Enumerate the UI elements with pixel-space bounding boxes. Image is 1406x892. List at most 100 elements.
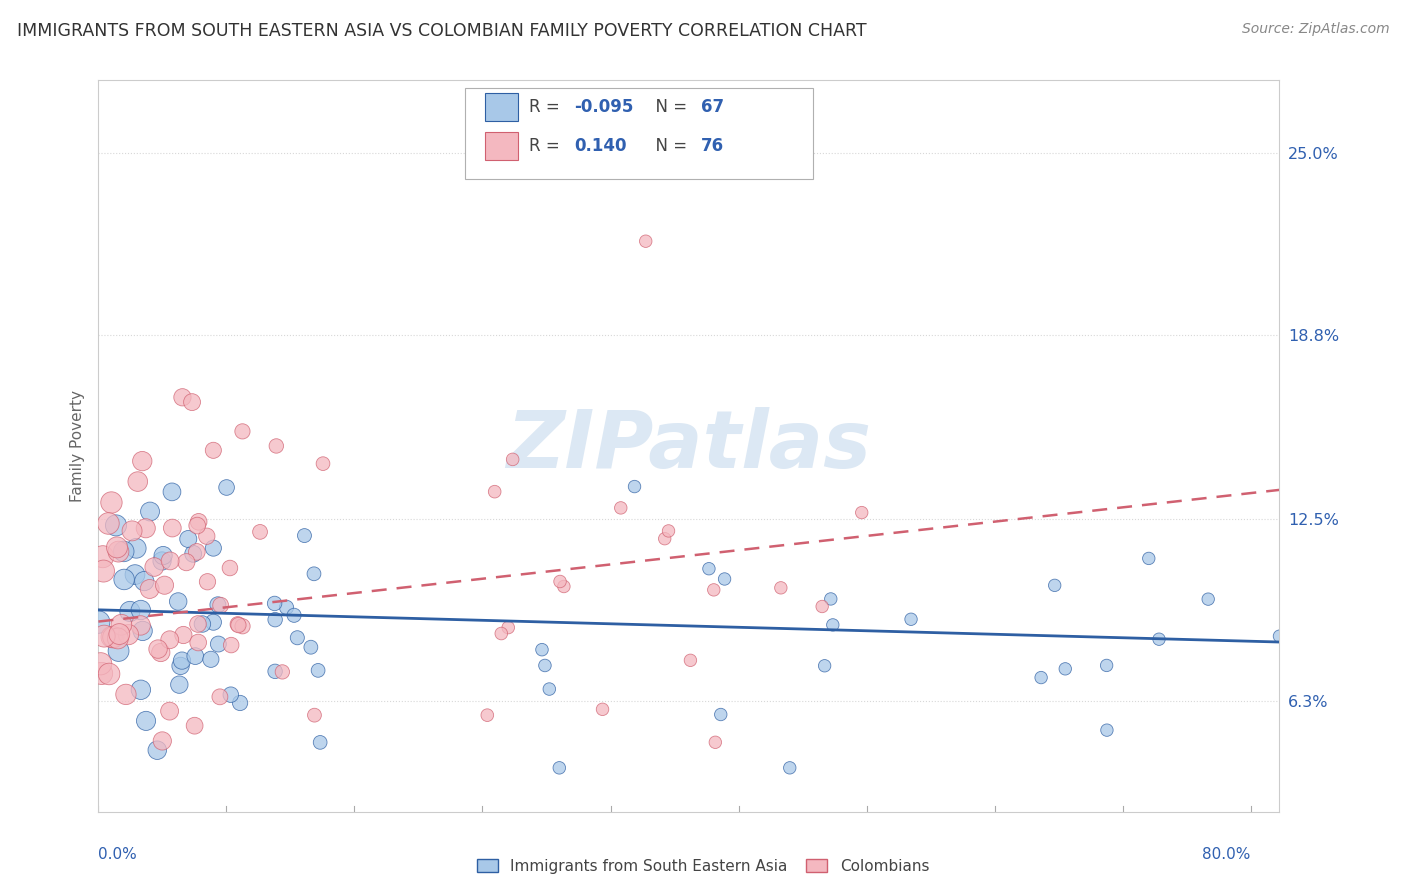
Text: IMMIGRANTS FROM SOUTH EASTERN ASIA VS COLOMBIAN FAMILY POVERTY CORRELATION CHART: IMMIGRANTS FROM SOUTH EASTERN ASIA VS CO… [17, 22, 866, 40]
Point [105, 518, 128, 533]
Point [146, 642, 169, 657]
Point [93, 564, 115, 578]
Point [229, 696, 252, 710]
Point [150, 554, 173, 568]
Point [108, 627, 131, 641]
Point [271, 665, 294, 679]
Point [169, 659, 191, 673]
Point [264, 613, 287, 627]
Point [657, 524, 679, 538]
Point [153, 578, 176, 592]
Point [167, 594, 190, 608]
Point [228, 618, 250, 632]
Point [127, 475, 149, 489]
Point [294, 528, 316, 542]
Point [710, 707, 733, 722]
Point [704, 735, 727, 749]
Point [307, 664, 329, 678]
Point [207, 598, 229, 612]
Point [186, 545, 208, 559]
Point [304, 708, 326, 723]
Point [592, 702, 614, 716]
Point [1137, 551, 1160, 566]
Point [97, 516, 120, 531]
Point [232, 619, 254, 633]
Point [264, 665, 287, 679]
Point [169, 678, 191, 692]
Point [170, 654, 193, 668]
Point [202, 443, 225, 458]
Point [110, 617, 132, 632]
Point [610, 500, 633, 515]
Point [654, 532, 676, 546]
Text: N =: N = [645, 137, 693, 155]
Point [703, 582, 725, 597]
Point [181, 395, 204, 409]
Point [208, 690, 231, 704]
Point [118, 604, 141, 618]
Point [124, 567, 146, 582]
Point [302, 566, 325, 581]
Text: 76: 76 [700, 137, 724, 155]
Point [713, 572, 735, 586]
Point [1043, 578, 1066, 592]
Point [121, 524, 143, 538]
Point [548, 761, 571, 775]
Point [226, 617, 249, 632]
Point [107, 632, 129, 646]
Point [152, 549, 174, 563]
Point [496, 621, 519, 635]
Point [491, 626, 513, 640]
Point [263, 597, 285, 611]
Point [231, 425, 253, 439]
Point [219, 561, 242, 575]
Point [105, 541, 128, 555]
Point [1095, 723, 1118, 738]
Point [202, 541, 225, 556]
Point [202, 615, 225, 630]
Point [623, 479, 645, 493]
Point [149, 645, 172, 659]
Point [146, 743, 169, 757]
Text: 80.0%: 80.0% [1202, 847, 1251, 862]
Point [1268, 629, 1291, 643]
Point [195, 529, 218, 543]
Point [820, 591, 842, 606]
Point [129, 618, 152, 632]
Text: 0.0%: 0.0% [98, 847, 138, 862]
Point [548, 574, 571, 589]
Point [187, 635, 209, 649]
Point [191, 617, 214, 632]
Point [779, 761, 801, 775]
Point [285, 631, 308, 645]
Point [219, 688, 242, 702]
Point [215, 481, 238, 495]
Point [534, 658, 557, 673]
Point [186, 518, 208, 533]
Point [1147, 632, 1170, 647]
Point [502, 452, 524, 467]
Point [172, 390, 194, 404]
Point [477, 708, 499, 723]
Point [276, 600, 298, 615]
Legend: Immigrants from South Eastern Asia, Colombians: Immigrants from South Eastern Asia, Colo… [471, 853, 935, 880]
Point [187, 515, 209, 529]
Text: N =: N = [645, 98, 693, 116]
Point [90, 666, 112, 681]
Point [283, 608, 305, 623]
Point [139, 504, 162, 518]
Point [207, 637, 229, 651]
Point [93, 629, 115, 643]
Point [103, 630, 125, 644]
Point [131, 624, 153, 638]
Point [184, 649, 207, 664]
Text: 67: 67 [700, 98, 724, 116]
Point [129, 603, 152, 617]
Point [200, 652, 222, 666]
Point [98, 667, 121, 681]
Point [679, 653, 702, 667]
Point [181, 547, 204, 561]
Point [162, 521, 184, 535]
Point [312, 457, 335, 471]
Point [538, 681, 561, 696]
